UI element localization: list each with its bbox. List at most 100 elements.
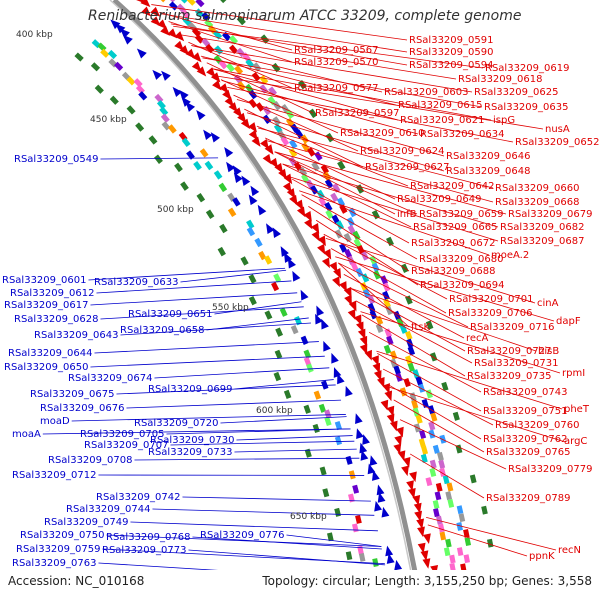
cog-feature-mark: [133, 78, 143, 88]
cog-feature-mark: [371, 262, 380, 273]
forward-gene-arrow: [248, 129, 258, 141]
gene-label: rpmI: [562, 368, 585, 379]
forward-gene-arrow: [296, 206, 306, 218]
cog-feature-mark: [358, 553, 366, 562]
label-leader-line: [170, 23, 408, 66]
cog-feature-mark: [100, 48, 110, 58]
label-leader-line: [350, 287, 537, 352]
label-leader-line: [214, 301, 302, 315]
cog-feature-mark: [443, 547, 451, 557]
forward-gene-arrow: [401, 465, 409, 477]
cog-feature-mark: [456, 505, 464, 515]
label-leader-line: [188, 549, 386, 566]
gene-label: RSal33209_0624: [360, 146, 444, 157]
label-leader-line: [301, 194, 418, 260]
gene-label: moaD: [40, 416, 70, 427]
label-leader-line: [323, 233, 448, 300]
cog-feature-mark: [353, 238, 362, 248]
cog-feature-mark: [346, 255, 355, 266]
label-leader-line: [266, 140, 494, 203]
cog-feature-mark: [246, 219, 255, 230]
cog-feature-mark: [138, 91, 148, 101]
gene-label: RSal33209_0708: [48, 455, 132, 466]
cog-feature-mark: [411, 399, 419, 409]
reverse-gene-arrow: [196, 109, 206, 121]
label-leader-line: [42, 428, 351, 435]
label-leader-line: [206, 317, 309, 331]
forward-gene-arrow: [412, 494, 421, 506]
kbp-tick-450: 450 kbp: [90, 115, 127, 125]
gc-skew-mark: [430, 352, 438, 362]
forward-gene-arrow: [414, 510, 423, 522]
label-leader-line: [211, 68, 492, 121]
label-leader-line: [388, 384, 482, 440]
forward-gene-arrow: [185, 48, 196, 59]
cog-feature-mark: [421, 398, 429, 408]
cog-feature-mark: [419, 429, 427, 440]
gene-label: RSal33209_0658: [120, 325, 204, 336]
label-leader-line: [211, 68, 399, 121]
label-leader-line: [154, 367, 330, 379]
gc-skew-mark: [283, 389, 292, 399]
forward-gene-arrow: [389, 420, 398, 432]
forward-gene-arrow: [382, 383, 390, 394]
cog-feature-mark: [97, 42, 107, 52]
reverse-gene-arrow: [272, 227, 282, 238]
label-leader-line: [160, 13, 408, 53]
gc-skew-mark: [180, 181, 189, 191]
label-leader-line: [338, 262, 469, 328]
label-leader-line: [409, 453, 485, 499]
label-leader-line: [220, 416, 347, 424]
label-leader-line: [234, 448, 357, 453]
label-leader-line: [376, 350, 563, 410]
cog-feature-mark: [218, 182, 228, 193]
forward-gene-arrow: [333, 267, 342, 279]
cog-feature-mark: [442, 475, 450, 485]
cog-feature-mark: [213, 55, 223, 65]
label-leader-line: [192, 536, 382, 550]
cog-feature-mark: [382, 290, 390, 301]
cog-feature-mark: [375, 315, 384, 326]
forward-gene-arrow: [373, 370, 382, 381]
gc-skew-mark: [337, 160, 346, 171]
label-leader-line: [427, 524, 528, 557]
gene-label: RSal33209_0649: [397, 194, 481, 205]
forward-gene-arrow: [140, 0, 151, 8]
reverse-gene-arrow: [224, 146, 234, 158]
gc-skew-mark: [322, 488, 330, 498]
kbp-tick-400: 400 kbp: [16, 30, 53, 40]
label-leader-line: [308, 206, 410, 272]
label-leader-line: [100, 157, 219, 160]
label-leader-line: [246, 112, 445, 172]
cog-feature-mark: [267, 95, 277, 106]
cog-feature-mark: [412, 407, 420, 417]
label-leader-line: [100, 306, 304, 320]
reverse-gene-arrow: [257, 204, 267, 216]
reverse-gene-arrow: [185, 101, 196, 112]
forward-gene-arrow: [233, 107, 243, 118]
cog-feature-mark: [181, 9, 191, 19]
gene-label: RSal33209_0618: [458, 74, 542, 85]
gene-label: argC: [564, 436, 587, 447]
cog-feature-mark: [420, 453, 428, 463]
cog-feature-mark: [194, 34, 205, 44]
label-leader-line: [126, 399, 342, 409]
gc-skew-mark: [248, 274, 257, 284]
forward-gene-arrow: [274, 162, 284, 174]
reverse-gene-arrow: [181, 96, 191, 107]
gene-label: RSal33209_0625: [474, 87, 558, 98]
gene-label: RSal33209_0701: [449, 294, 533, 305]
cog-feature-mark: [436, 515, 443, 525]
gene-label: RSal33209_0643: [34, 330, 118, 341]
gene-label: RSal33209_0773: [102, 545, 186, 556]
reverse-gene-arrow: [110, 19, 121, 30]
label-leader-line: [265, 137, 396, 200]
cog-feature-mark: [460, 563, 467, 570]
cog-feature-mark: [369, 310, 378, 320]
cog-feature-mark: [181, 137, 191, 148]
cog-feature-mark: [273, 123, 283, 134]
reverse-gene-arrow: [300, 289, 309, 301]
gc-skew-mark: [327, 532, 334, 542]
gene-label: pheT: [564, 404, 590, 415]
gc-skew-mark: [248, 295, 257, 306]
